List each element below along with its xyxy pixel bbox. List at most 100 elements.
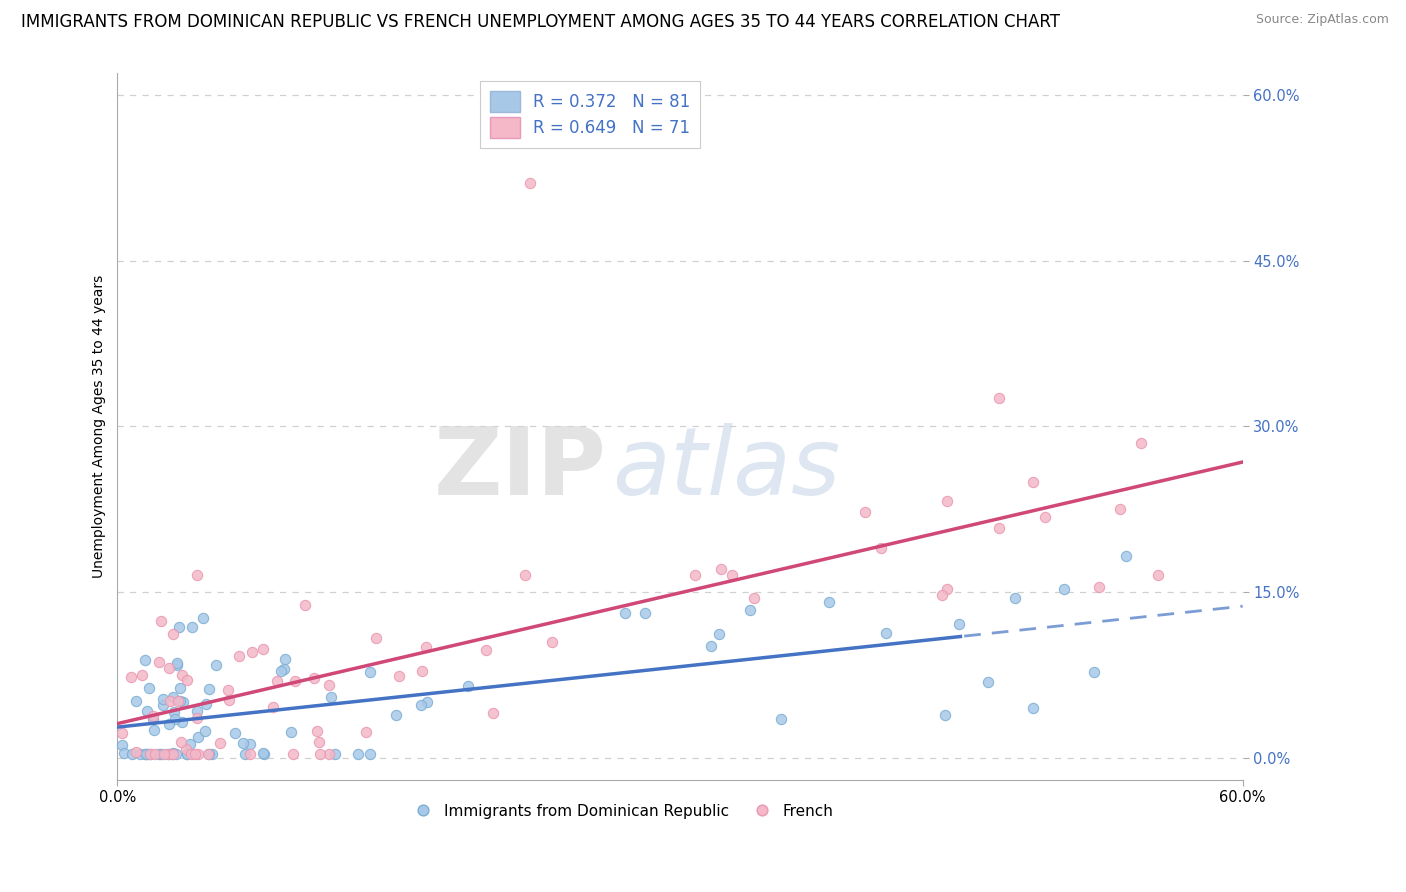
Point [457, 679, 479, 693]
Point [195, 697, 218, 711]
Point [169, 693, 191, 707]
Point [936, 582, 959, 596]
Point [120, 669, 142, 683]
Point [302, 671, 325, 685]
Point [416, 695, 439, 709]
Point [1083, 665, 1105, 679]
Point [699, 639, 721, 653]
Point [186, 711, 208, 725]
Point [218, 693, 240, 707]
Point [166, 658, 188, 673]
Point [172, 695, 194, 709]
Point [142, 709, 165, 723]
Point [988, 521, 1011, 535]
Point [252, 641, 274, 656]
Point [240, 645, 263, 659]
Point [205, 658, 228, 673]
Point [139, 747, 162, 762]
Point [149, 615, 172, 629]
Point [270, 664, 292, 678]
Point [125, 746, 148, 760]
Point [129, 747, 152, 762]
Point [201, 747, 224, 762]
Point [721, 568, 744, 582]
Point [232, 736, 254, 750]
Point [318, 678, 340, 692]
Text: Source: ZipAtlas.com: Source: ZipAtlas.com [1256, 13, 1389, 27]
Point [1088, 580, 1111, 594]
Point [170, 734, 193, 748]
Point [208, 736, 231, 750]
Point [148, 747, 170, 762]
Point [217, 683, 239, 698]
Point [740, 603, 762, 617]
Point [977, 675, 1000, 690]
Text: IMMIGRANTS FROM DOMINICAN REPUBLIC VS FRENCH UNEMPLOYMENT AMONG AGES 35 TO 44 YE: IMMIGRANTS FROM DOMINICAN REPUBLIC VS FR… [21, 13, 1060, 31]
Point [197, 747, 219, 762]
Point [134, 653, 156, 667]
Point [139, 747, 162, 762]
Point [180, 747, 202, 762]
Point [318, 747, 340, 762]
Point [198, 681, 221, 696]
Point [308, 735, 330, 749]
Point [347, 747, 370, 762]
Point [281, 747, 304, 762]
Text: atlas: atlas [613, 423, 841, 514]
Point [135, 704, 157, 718]
Point [385, 707, 408, 722]
Point [239, 737, 262, 751]
Point [191, 611, 214, 625]
Point [165, 747, 187, 762]
Point [870, 541, 893, 555]
Point [197, 747, 219, 762]
Point [853, 505, 876, 519]
Point [125, 694, 148, 708]
Point [162, 690, 184, 704]
Point [1053, 582, 1076, 597]
Point [253, 747, 276, 762]
Point [294, 598, 316, 612]
Point [710, 562, 733, 576]
Point [931, 588, 953, 602]
Point [186, 568, 208, 582]
Point [148, 655, 170, 669]
Point [1115, 549, 1137, 563]
Point [936, 493, 959, 508]
Point [354, 725, 377, 739]
Point [112, 746, 135, 760]
Point [541, 634, 564, 648]
Point [1033, 510, 1056, 524]
Point [157, 747, 180, 762]
Point [683, 568, 706, 582]
Point [388, 668, 411, 682]
Point [948, 617, 970, 632]
Point [149, 747, 172, 762]
Point [134, 747, 156, 762]
Point [1022, 475, 1045, 489]
Point [1147, 567, 1170, 582]
Point [309, 747, 332, 762]
Point [180, 620, 202, 634]
Point [176, 673, 198, 687]
Point [274, 652, 297, 666]
Point [111, 739, 134, 753]
Point [415, 640, 437, 655]
Point [162, 747, 184, 761]
Point [1108, 501, 1130, 516]
Legend: Immigrants from Dominican Republic, French: Immigrants from Dominican Republic, Fren… [408, 797, 839, 825]
Point [307, 723, 329, 738]
Point [157, 661, 180, 675]
Point [239, 747, 262, 762]
Point [152, 691, 174, 706]
Point [194, 724, 217, 739]
Point [186, 705, 208, 719]
Y-axis label: Unemployment Among Ages 35 to 44 years: Unemployment Among Ages 35 to 44 years [93, 275, 107, 578]
Point [166, 657, 188, 671]
Point [411, 698, 433, 712]
Point [359, 747, 381, 762]
Point [176, 741, 198, 756]
Point [159, 694, 181, 708]
Point [988, 391, 1011, 405]
Point [142, 712, 165, 726]
